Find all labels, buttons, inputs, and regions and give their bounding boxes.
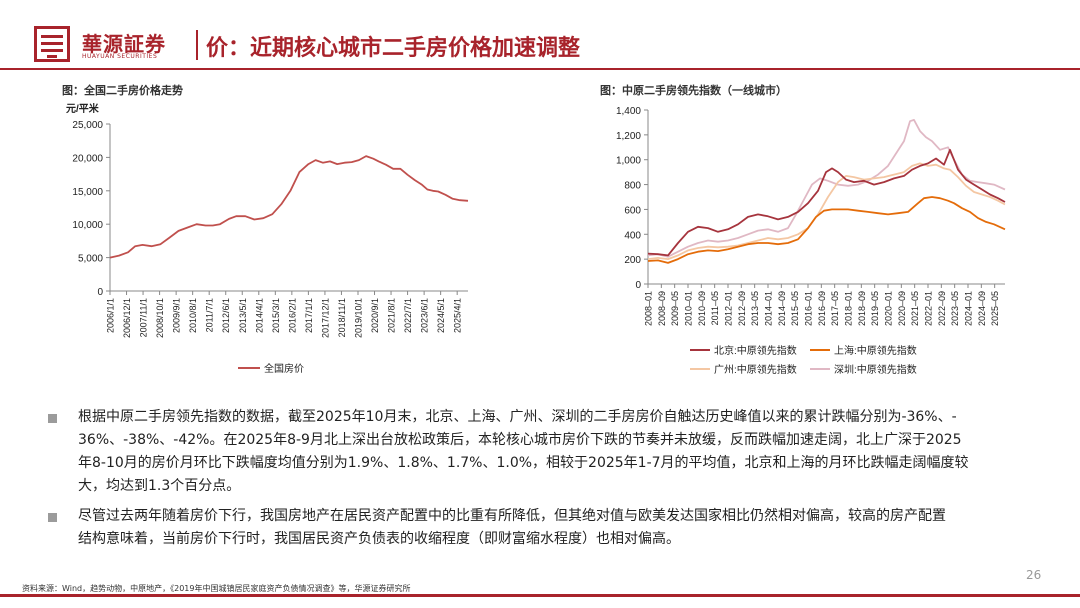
right-x-tick-label: 2016–09 bbox=[817, 291, 827, 326]
left-x-tick-label: 2013/5/1 bbox=[238, 298, 248, 333]
left-x-tick-label: 2018/11/1 bbox=[337, 298, 347, 337]
right-x-tick-label: 2008–01 bbox=[644, 291, 654, 326]
left-series-line-1 bbox=[109, 155, 469, 259]
left-x-tick-label: 2021/8/1 bbox=[387, 298, 397, 333]
left-x-tick-label: 2008/10/1 bbox=[155, 298, 165, 338]
header-rule bbox=[0, 68, 1080, 70]
left-x-tick-label: 2015/3/1 bbox=[271, 298, 281, 333]
right-figure-caption: 图：中原二手房领先指数（一线城市） bbox=[600, 84, 787, 97]
right-x-tick-label: 2024–01 bbox=[964, 291, 974, 326]
brand-english-name: HUAYUAN SECURITIES bbox=[82, 53, 158, 60]
right-x-tick-label: 2020–01 bbox=[884, 291, 894, 326]
bullet-1-line-4: 大，均达到1.3个百分点。 bbox=[78, 478, 241, 494]
right-y-tick-label: 1,400 bbox=[616, 106, 641, 117]
right-x-tick-label: 2010–01 bbox=[684, 291, 694, 326]
left-x-tick-label: 2019/10/1 bbox=[353, 298, 363, 338]
left-x-tick-label: 2014/4/1 bbox=[254, 298, 264, 333]
brand-name: 華源証券 bbox=[82, 32, 166, 56]
right-x-tick-label: 2020–09 bbox=[897, 291, 907, 326]
left-y-tick-label: 5,000 bbox=[78, 254, 103, 265]
left-x-tick-label: 2007/11/1 bbox=[139, 298, 149, 337]
right-x-tick-label: 2022–01 bbox=[924, 291, 934, 326]
legend-label-national: 全国房价 bbox=[264, 362, 304, 375]
right-y-tick-label: 600 bbox=[624, 205, 641, 216]
left-y-tick-label: 15,000 bbox=[72, 187, 103, 198]
left-x-tick-label: 2017/12/1 bbox=[320, 298, 330, 338]
page-title: 价：近期核心城市二手房价格加速调整 bbox=[206, 36, 581, 61]
bullet-2-line-1: 尽管过去两年随着房价下行，我国房地产在居民资产配置中的比重有所降低，但其绝对值与… bbox=[78, 508, 946, 524]
legend-label-guangzhou: 广州:中原领先指数 bbox=[714, 363, 797, 376]
left-y-tick-label: 20,000 bbox=[72, 153, 103, 164]
left-x-tick-label: 2023/6/1 bbox=[420, 298, 430, 333]
legend-label-shanghai: 上海:中原领先指数 bbox=[834, 344, 917, 357]
left-x-tick-label: 2009/9/1 bbox=[172, 298, 182, 333]
left-y-unit: 元/平米 bbox=[66, 102, 100, 115]
left-x-tick-label: 2011/7/1 bbox=[205, 298, 215, 332]
right-y-tick-label: 200 bbox=[624, 255, 641, 266]
footer-rule bbox=[0, 594, 1080, 597]
left-y-tick-label: 0 bbox=[97, 287, 103, 298]
right-x-tick-label: 2009–05 bbox=[670, 291, 680, 326]
bullet-1-line-2: 36%、-38%、-42%。在2025年8-9月北上深出台放松政策后，本轮核心城… bbox=[78, 432, 962, 448]
left-figure-caption: 图：全国二手房价格走势 bbox=[62, 84, 183, 97]
brand-logo-icon bbox=[34, 26, 70, 62]
bullet-paragraph-1: 根据中原二手房领先指数的数据，截至2025年10月末，北京、上海、广州、深圳的二… bbox=[78, 406, 1068, 498]
page-number: 26 bbox=[1026, 568, 1042, 582]
right-x-tick-label: 2019–05 bbox=[870, 291, 880, 326]
left-x-tick-label: 2017/1/1 bbox=[304, 298, 314, 333]
left-x-tick-label: 2022/7/1 bbox=[403, 298, 413, 333]
right-x-tick-label: 2016–01 bbox=[804, 291, 814, 326]
right-y-tick-label: 400 bbox=[624, 230, 641, 241]
bullet-2-line-2: 结构意味着，当前房价下行时，我国居民资产负债表的收缩程度（即财富缩水程度）也相对… bbox=[78, 531, 680, 547]
right-x-tick-label: 2012–09 bbox=[737, 291, 747, 326]
right-x-tick-label: 2011–05 bbox=[710, 291, 720, 325]
right-x-tick-label: 2008–09 bbox=[657, 291, 667, 326]
right-y-tick-label: 1,200 bbox=[616, 131, 641, 142]
bullet-1-line-1: 根据中原二手房领先指数的数据，截至2025年10月末，北京、上海、广州、深圳的二… bbox=[78, 409, 957, 425]
right-x-tick-label: 2021–05 bbox=[910, 291, 920, 326]
left-x-tick-label: 2010/8/1 bbox=[188, 298, 198, 333]
bullet-paragraph-2: 尽管过去两年随着房价下行，我国房地产在居民资产配置中的比重有所降低，但其绝对值与… bbox=[78, 505, 1068, 551]
left-x-tick-label: 2025/4/1 bbox=[453, 298, 463, 333]
left-x-tick-label: 2016/2/1 bbox=[287, 298, 297, 333]
left-y-tick-label: 25,000 bbox=[72, 120, 103, 131]
national-price-chart: 元/平米 0 5,000 10,000 15,000 20,000 25,000 2006/… bbox=[66, 102, 469, 375]
right-x-tick-label: 2012–01 bbox=[724, 291, 734, 326]
right-x-tick-label: 2010–09 bbox=[697, 291, 707, 326]
right-x-tick-label: 2024–09 bbox=[977, 291, 987, 326]
right-x-tick-label: 2014–09 bbox=[777, 291, 787, 326]
source-note: 资料来源：Wind，趋势动物，中原地产，《2019年中国城镇居民家庭资产负债情况… bbox=[22, 584, 411, 593]
right-series-line-1 bbox=[647, 118, 1006, 258]
right-x-tick-label: 2023–05 bbox=[950, 291, 960, 326]
right-x-tick-label: 2022–09 bbox=[937, 291, 947, 326]
right-y-tick-label: 800 bbox=[624, 181, 641, 192]
left-x-tick-label: 2024/5/1 bbox=[436, 298, 446, 333]
left-x-tick-label: 2012/6/1 bbox=[221, 298, 231, 333]
right-y-tick-label: 1,000 bbox=[616, 156, 641, 167]
right-x-tick-label: 2014–01 bbox=[764, 291, 774, 326]
right-x-tick-label: 2015–05 bbox=[790, 291, 800, 326]
left-y-tick-label: 10,000 bbox=[72, 220, 103, 231]
right-y-tick-label: 0 bbox=[635, 280, 641, 291]
right-x-tick-label: 2018–09 bbox=[857, 291, 867, 326]
left-x-tick-label: 2006/1/1 bbox=[106, 298, 116, 333]
right-x-tick-label: 2013–05 bbox=[750, 291, 760, 326]
right-series-line-4 bbox=[647, 148, 1006, 257]
tier1-index-chart: 0 200 400 600 800 1,000 1,200 1,400 2008–01 2008–… bbox=[616, 106, 1006, 376]
right-x-tick-label: 2017–05 bbox=[830, 291, 840, 326]
right-x-tick-label: 2025–05 bbox=[990, 291, 1000, 326]
left-x-tick-label: 2006/12/1 bbox=[122, 298, 132, 338]
legend-label-beijing: 北京:中原领先指数 bbox=[714, 344, 797, 357]
right-x-tick-label: 2018–01 bbox=[844, 291, 854, 326]
bullet-marker bbox=[48, 513, 57, 522]
title-divider bbox=[196, 30, 198, 60]
left-x-tick-label: 2020/9/1 bbox=[370, 298, 380, 333]
legend-label-shenzhen: 深圳:中原领先指数 bbox=[834, 363, 917, 376]
bullet-1-line-3: 年8-10月的房价月环比下跌幅度均值分别为1.9%、1.8%、1.7%、1.0%… bbox=[78, 455, 969, 471]
bullet-marker bbox=[48, 414, 57, 423]
right-series-line-2 bbox=[647, 162, 1006, 261]
right-series-line-3 bbox=[647, 196, 1006, 264]
